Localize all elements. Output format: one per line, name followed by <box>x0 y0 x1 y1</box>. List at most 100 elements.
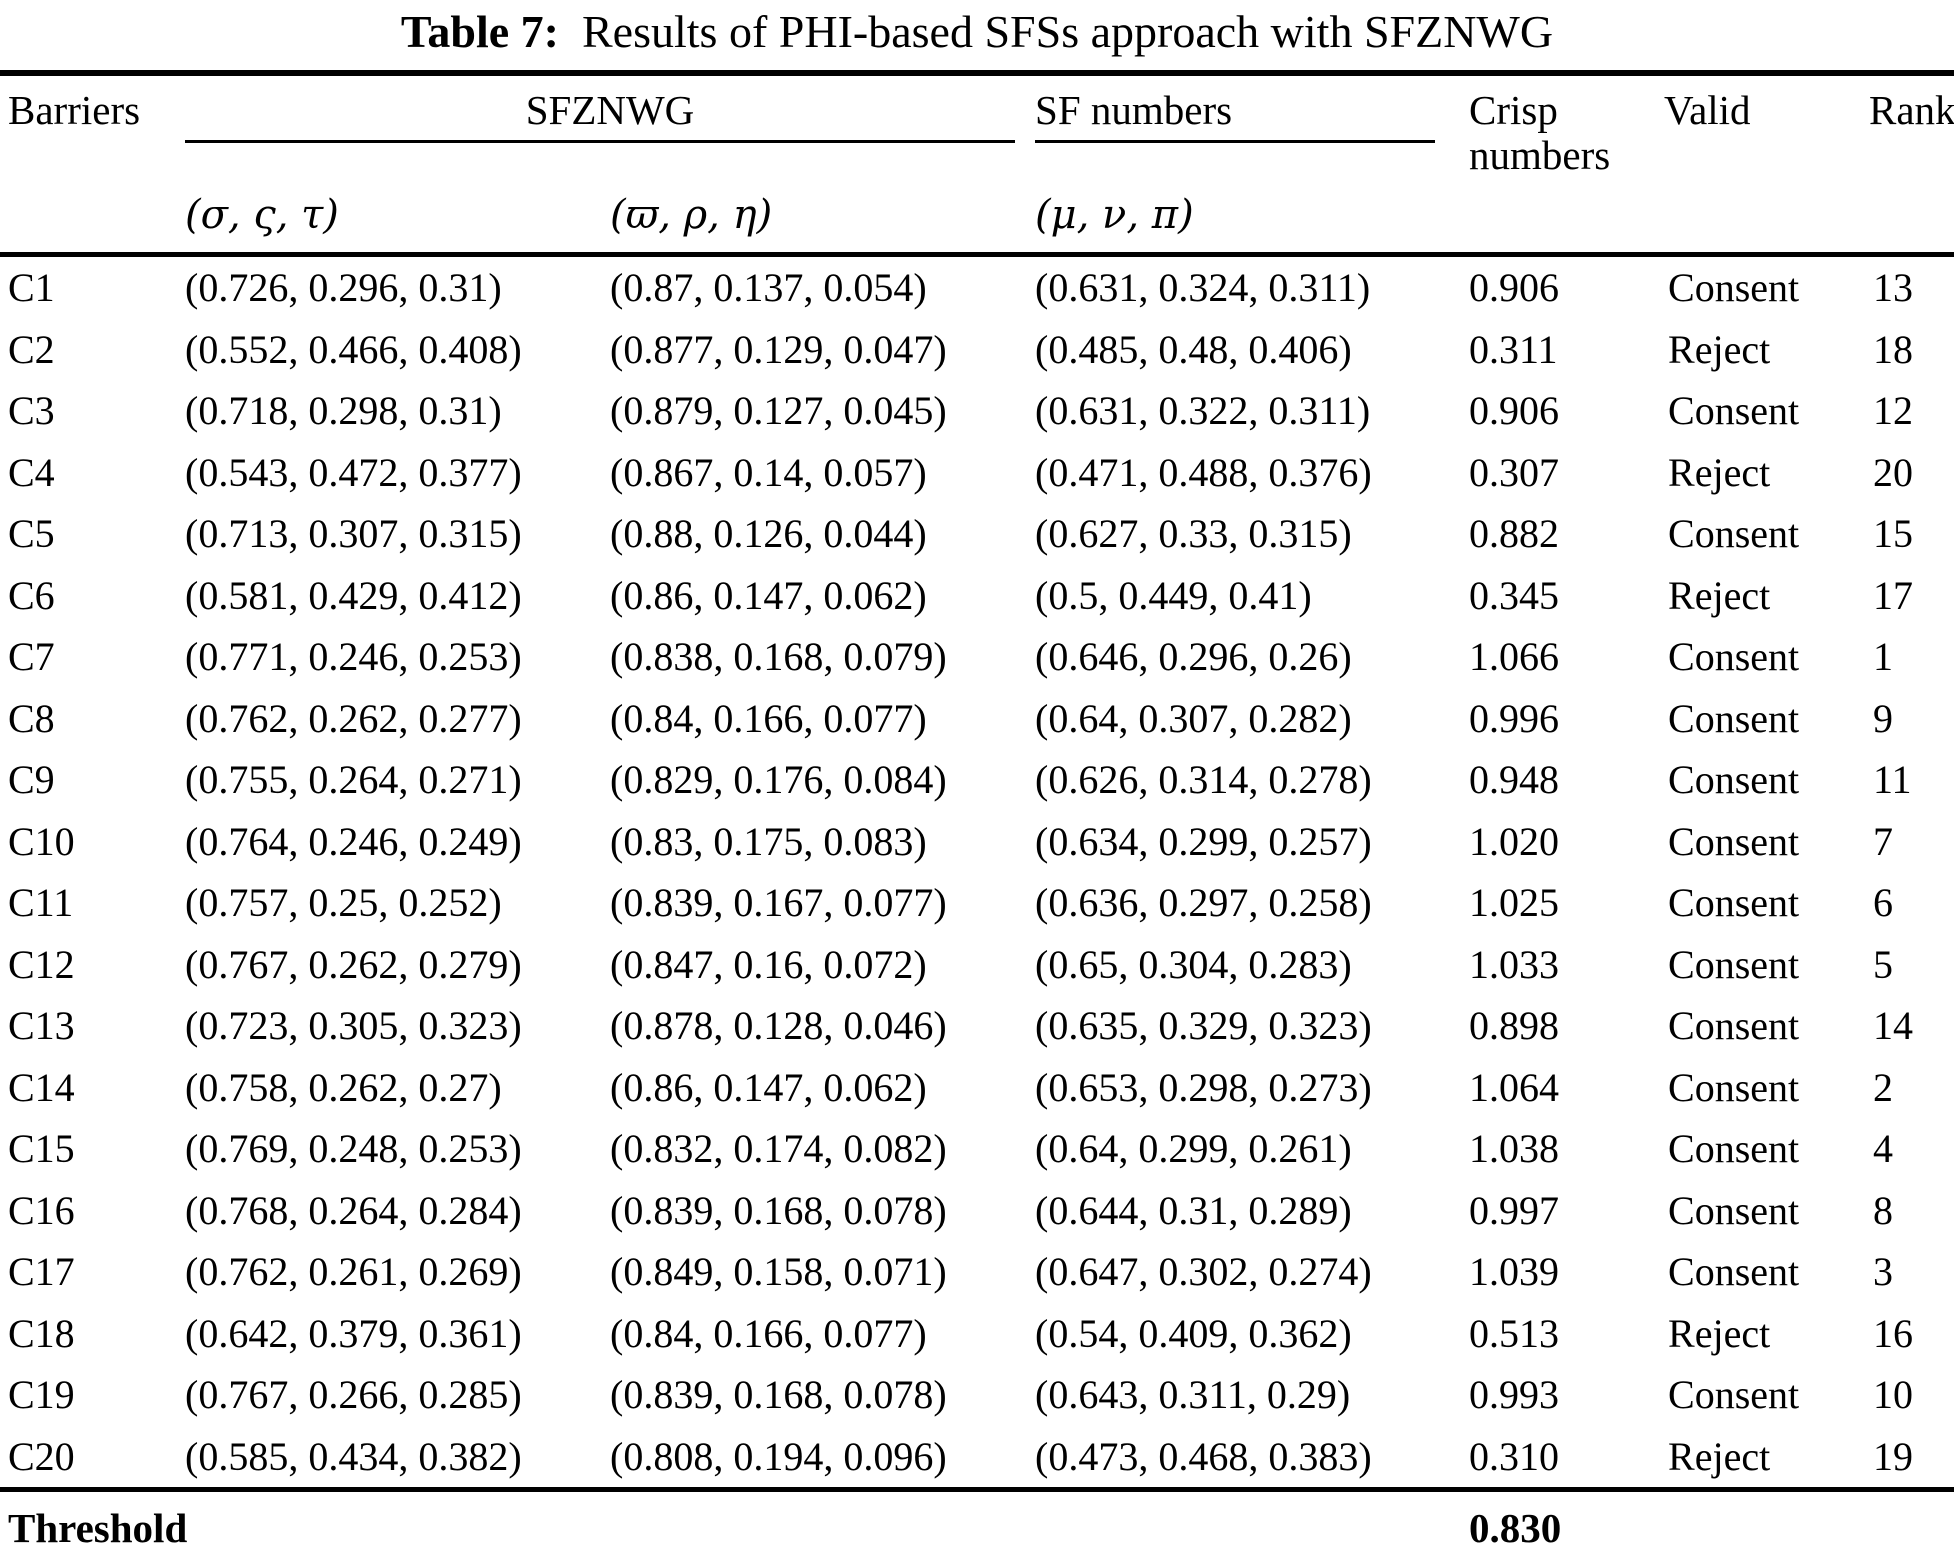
crisp-number-cell: 1.066 <box>1469 634 1560 680</box>
sf-numbers-cell: (0.631, 0.324, 0.311) <box>1035 265 1371 311</box>
table-row: C10 (0.764, 0.246, 0.249) (0.83, 0.175, … <box>0 811 1954 873</box>
sfznwg-tuple1-cell: (0.762, 0.262, 0.277) <box>185 695 522 741</box>
rank-cell: 20 <box>1873 449 1914 495</box>
sf-numbers-cell: (0.635, 0.329, 0.323) <box>1035 1003 1372 1049</box>
sfznwg-tuple1-cell: (0.718, 0.298, 0.31) <box>185 388 502 434</box>
table-row: C20 (0.585, 0.434, 0.382) (0.808, 0.194,… <box>0 1426 1954 1490</box>
sfznwg-tuple2-cell: (0.839, 0.168, 0.078) <box>610 1372 947 1418</box>
sf-numbers-cell: (0.54, 0.409, 0.362) <box>1035 1310 1352 1356</box>
table-header: Barriers SFZNWG SF numbers Crisp numbers… <box>0 73 1954 257</box>
header-group-sfznwg: SFZNWG <box>185 73 1036 174</box>
sf-numbers-cell: (0.485, 0.48, 0.406) <box>1035 326 1352 372</box>
threshold-value: 0.830 <box>1455 1487 1661 1546</box>
crisp-number-cell: 0.513 <box>1469 1310 1560 1356</box>
valid-cell: Reject <box>1668 1433 1771 1479</box>
rank-cell: 8 <box>1873 1187 1894 1233</box>
header-group-sf-numbers: SF numbers <box>1035 73 1456 174</box>
crisp-number-cell: 0.311 <box>1469 326 1558 372</box>
valid-cell: Consent <box>1668 695 1800 741</box>
valid-cell: Consent <box>1668 757 1800 803</box>
sfznwg-tuple2-cell: (0.849, 0.158, 0.071) <box>610 1249 947 1295</box>
table-footer: Threshold 0.830 <box>0 1487 1954 1546</box>
sf-numbers-cell: (0.643, 0.311, 0.29) <box>1035 1372 1351 1418</box>
table-row: C18 (0.642, 0.379, 0.361) (0.84, 0.166, … <box>0 1303 1954 1365</box>
crisp-number-cell: 0.310 <box>1469 1433 1560 1479</box>
sfznwg-tuple2-cell: (0.847, 0.16, 0.072) <box>610 941 927 987</box>
rank-cell: 17 <box>1873 572 1914 618</box>
barrier-id-cell: C20 <box>8 1433 75 1479</box>
table-caption-text: Results of PHI-based SFSs approach with … <box>581 6 1554 57</box>
sfznwg-tuple1-cell: (0.585, 0.434, 0.382) <box>185 1433 522 1479</box>
sfznwg-tuple2-cell: (0.86, 0.147, 0.062) <box>610 572 927 618</box>
valid-cell: Consent <box>1668 388 1800 434</box>
sf-numbers-cell: (0.65, 0.304, 0.283) <box>1035 941 1352 987</box>
sf-numbers-cell: (0.646, 0.296, 0.26) <box>1035 634 1352 680</box>
sfznwg-tuple2-cell: (0.839, 0.168, 0.078) <box>610 1187 947 1233</box>
barrier-id-cell: C19 <box>8 1372 75 1418</box>
table-row: C2 (0.552, 0.466, 0.408) (0.877, 0.129, … <box>0 319 1954 381</box>
rank-cell: 18 <box>1873 326 1914 372</box>
rank-cell: 6 <box>1873 880 1894 926</box>
subheader-varpi-tuple: (ϖ, ρ, η) <box>610 174 1036 257</box>
subheader-sigma-tuple: (σ, ς, τ) <box>185 174 610 257</box>
rank-cell: 13 <box>1873 265 1914 311</box>
barrier-id-cell: C2 <box>8 326 55 372</box>
sfznwg-tuple2-cell: (0.88, 0.126, 0.044) <box>610 511 927 557</box>
barrier-id-cell: C6 <box>8 572 55 618</box>
rank-cell: 7 <box>1873 818 1894 864</box>
sfznwg-tuple1-cell: (0.757, 0.25, 0.252) <box>185 880 502 926</box>
sfznwg-tuple2-cell: (0.87, 0.137, 0.054) <box>610 265 927 311</box>
crisp-number-cell: 1.064 <box>1469 1064 1560 1110</box>
rank-cell: 15 <box>1873 511 1914 557</box>
rank-cell: 10 <box>1873 1372 1914 1418</box>
table-row: C14 (0.758, 0.262, 0.27) (0.86, 0.147, 0… <box>0 1057 1954 1119</box>
subheader-mu-tuple: (μ, ν, π) <box>1035 174 1456 257</box>
table-row: C9 (0.755, 0.264, 0.271) (0.829, 0.176, … <box>0 749 1954 811</box>
valid-cell: Consent <box>1668 880 1800 926</box>
barrier-id-cell: C17 <box>8 1249 75 1295</box>
barrier-id-cell: C16 <box>8 1187 75 1233</box>
crisp-number-cell: 0.993 <box>1469 1372 1560 1418</box>
crisp-number-cell: 1.038 <box>1469 1126 1560 1172</box>
crisp-number-cell: 0.345 <box>1469 572 1560 618</box>
barrier-id-cell: C3 <box>8 388 55 434</box>
barrier-id-cell: C11 <box>8 880 74 926</box>
valid-cell: Consent <box>1668 1064 1800 1110</box>
rank-cell: 12 <box>1873 388 1914 434</box>
sf-numbers-cell: (0.473, 0.468, 0.383) <box>1035 1433 1372 1479</box>
crisp-number-cell: 0.882 <box>1469 511 1560 557</box>
valid-cell: Consent <box>1668 265 1800 311</box>
crisp-number-cell: 0.898 <box>1469 1003 1560 1049</box>
sfznwg-tuple1-cell: (0.764, 0.246, 0.249) <box>185 818 522 864</box>
crisp-number-cell: 0.948 <box>1469 757 1560 803</box>
sfznwg-tuple1-cell: (0.758, 0.262, 0.27) <box>185 1064 502 1110</box>
crisp-number-cell: 0.307 <box>1469 449 1560 495</box>
sfznwg-tuple1-cell: (0.769, 0.248, 0.253) <box>185 1126 522 1172</box>
sfznwg-tuple1-cell: (0.552, 0.466, 0.408) <box>185 326 522 372</box>
sf-numbers-cell: (0.64, 0.299, 0.261) <box>1035 1126 1352 1172</box>
sfznwg-tuple2-cell: (0.877, 0.129, 0.047) <box>610 326 947 372</box>
barrier-id-cell: C8 <box>8 695 55 741</box>
crisp-number-cell: 1.020 <box>1469 818 1560 864</box>
table-row: C17 (0.762, 0.261, 0.269) (0.849, 0.158,… <box>0 1241 1954 1303</box>
valid-cell: Consent <box>1668 818 1800 864</box>
rank-cell: 5 <box>1873 941 1894 987</box>
header-valid: Valid <box>1660 73 1856 257</box>
header-barriers: Barriers <box>0 73 185 257</box>
crisp-number-cell: 1.039 <box>1469 1249 1560 1295</box>
sf-numbers-cell: (0.634, 0.299, 0.257) <box>1035 818 1372 864</box>
sfznwg-tuple2-cell: (0.838, 0.168, 0.079) <box>610 634 947 680</box>
crisp-number-cell: 0.996 <box>1469 695 1560 741</box>
table-row: C15 (0.769, 0.248, 0.253) (0.832, 0.174,… <box>0 1118 1954 1180</box>
barrier-id-cell: C10 <box>8 818 75 864</box>
sf-numbers-cell: (0.471, 0.488, 0.376) <box>1035 449 1372 495</box>
valid-cell: Reject <box>1668 449 1771 495</box>
sfznwg-tuple1-cell: (0.581, 0.429, 0.412) <box>185 572 522 618</box>
sfznwg-tuple1-cell: (0.543, 0.472, 0.377) <box>185 449 522 495</box>
sf-numbers-cell: (0.653, 0.298, 0.273) <box>1035 1064 1372 1110</box>
sfznwg-tuple1-cell: (0.768, 0.264, 0.284) <box>185 1187 522 1233</box>
sf-numbers-cell: (0.627, 0.33, 0.315) <box>1035 511 1352 557</box>
crisp-number-cell: 1.033 <box>1469 941 1560 987</box>
crisp-number-cell: 1.025 <box>1469 880 1560 926</box>
